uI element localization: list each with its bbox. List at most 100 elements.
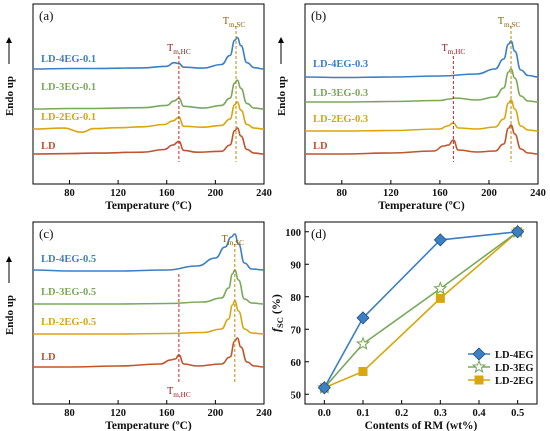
marker-diamond xyxy=(356,311,370,325)
legend: LD-4EG LD-3EG LD-2EG xyxy=(468,347,534,387)
plot-frame xyxy=(304,3,539,185)
x-tick-label: 240 xyxy=(256,188,272,199)
legend-label: LD-2EG xyxy=(495,376,534,387)
series-label: LD-4EG-0.1 xyxy=(41,54,96,65)
series-label: LD xyxy=(41,352,56,363)
peak-hc-label: Tm,HC xyxy=(442,43,466,56)
series-line xyxy=(32,79,265,110)
x-tick-label: 0.4 xyxy=(472,408,486,419)
series-line xyxy=(32,101,265,134)
series-label: LD-3EG-0.5 xyxy=(41,287,96,298)
series-line xyxy=(305,99,539,132)
peak-sc-label: Tm,SC xyxy=(498,16,520,29)
series-line xyxy=(323,231,519,389)
series-label: LD-2EG-0.3 xyxy=(313,114,368,125)
marker-diamond xyxy=(511,225,525,239)
peak-sc-label: Tm,SC xyxy=(222,234,244,247)
x-tick-label: 200 xyxy=(207,408,223,419)
y-axis-label: fSC (%) xyxy=(269,294,285,332)
panel-label: (d) xyxy=(311,226,326,241)
series-label: LD-4EG-0.5 xyxy=(41,254,96,265)
series-line xyxy=(305,68,539,103)
x-tick-label: 0.0 xyxy=(318,408,331,419)
arrow-head-icon xyxy=(6,37,12,43)
y-tick-label: 90 xyxy=(291,260,302,271)
x-tick-label: 200 xyxy=(481,188,497,199)
series-label: LD xyxy=(41,141,56,152)
x-axis-label: Temperature (ºC) xyxy=(105,200,192,212)
marker-square xyxy=(474,375,484,385)
marker-square xyxy=(435,293,445,303)
arrow-head-icon xyxy=(6,256,12,262)
panel-b: (b) 80 120 160 200 240 Temperature (ºC) Endo up… xyxy=(276,3,546,212)
plot-frame xyxy=(304,221,538,405)
x-axis-label: Temperature (ºC) xyxy=(105,420,192,431)
x-tick-label: 120 xyxy=(383,188,399,199)
x-tick-label: 80 xyxy=(337,188,348,199)
x-tick-label: 160 xyxy=(432,188,448,199)
plot-frame xyxy=(32,221,265,405)
x-tick-label: 120 xyxy=(110,188,126,199)
x-tick-label: 200 xyxy=(207,188,223,199)
y-tick-label: 60 xyxy=(291,358,302,369)
series-line xyxy=(32,233,265,272)
x-tick-label: 0.1 xyxy=(356,408,369,419)
marker-diamond xyxy=(472,347,486,361)
series-line xyxy=(323,231,519,389)
panel-label: (a) xyxy=(39,8,53,23)
peak-sc-label: Tm,SC xyxy=(223,16,245,29)
series-line xyxy=(304,40,539,79)
x-axis-label: Temperature (ºC) xyxy=(378,200,465,212)
legend-label: LD-3EG xyxy=(495,363,534,374)
series-label: LD-2EG-0.1 xyxy=(41,112,96,123)
marker-diamond xyxy=(317,381,331,395)
marker-square xyxy=(358,367,368,376)
series-line xyxy=(33,300,265,335)
series-label: LD-2EG-0.5 xyxy=(41,317,96,328)
y-axis-label: Endo up xyxy=(4,295,16,335)
y-tick-label: 50 xyxy=(291,390,302,401)
x-tick-label: 240 xyxy=(530,188,546,199)
x-tick-label: 240 xyxy=(256,408,272,419)
plot-frame xyxy=(32,3,265,185)
panel-label: (c) xyxy=(39,226,53,241)
y-tick-label: 70 xyxy=(291,325,302,336)
endo-up-arrow-a xyxy=(2,45,14,165)
arrow-head-icon xyxy=(278,37,284,43)
series-label: LD xyxy=(313,141,328,152)
x-axis-label: Contents of RM (wt%) xyxy=(365,420,478,431)
y-axis-label: Endo up xyxy=(276,76,288,116)
marker-star xyxy=(433,281,448,295)
series-line xyxy=(32,36,265,70)
x-tick-label: 0.3 xyxy=(434,408,447,419)
series-line xyxy=(323,231,518,389)
peak-hc-label: Tm,HC xyxy=(167,386,191,399)
series-line xyxy=(32,127,265,155)
series-label: LD-4EG-0.3 xyxy=(313,59,368,70)
x-tick-label: 80 xyxy=(64,408,75,419)
peak-hc-label: Tm,HC xyxy=(167,43,191,56)
marker-star xyxy=(471,359,487,374)
y-tick-label: 80 xyxy=(291,293,302,304)
x-tick-label: 160 xyxy=(159,188,175,199)
series-label: LD-3EG-0.3 xyxy=(313,88,368,99)
marker-diamond xyxy=(433,233,447,247)
y-axis-label: Endo up xyxy=(4,76,16,116)
legend-label: LD-4EG xyxy=(495,350,534,361)
panel-a: (a) 80 120 160 200 240 Temperature (ºC) Endo up… xyxy=(4,3,272,212)
y-tick-label: 100 xyxy=(285,228,301,239)
x-tick-label: 0.2 xyxy=(395,408,408,419)
panel-label: (b) xyxy=(311,8,326,23)
marker-star xyxy=(355,336,371,350)
x-tick-label: 120 xyxy=(110,408,126,419)
x-tick-label: 0.5 xyxy=(511,408,524,419)
series-line xyxy=(32,269,265,305)
panel-d: (d) 0.0 0.1 0.2 0.3 0.4 0.5 Contents of RM (wt%… xyxy=(269,221,538,431)
series-line xyxy=(33,337,265,368)
x-tick-label: 80 xyxy=(64,188,75,199)
series-line xyxy=(304,124,539,155)
x-tick-label: 160 xyxy=(159,408,175,419)
panel-c: (c) 80 120 160 200 240 Temperature (ºC) Endo up… xyxy=(4,221,272,431)
series-label: LD-3EG-0.1 xyxy=(41,82,96,93)
